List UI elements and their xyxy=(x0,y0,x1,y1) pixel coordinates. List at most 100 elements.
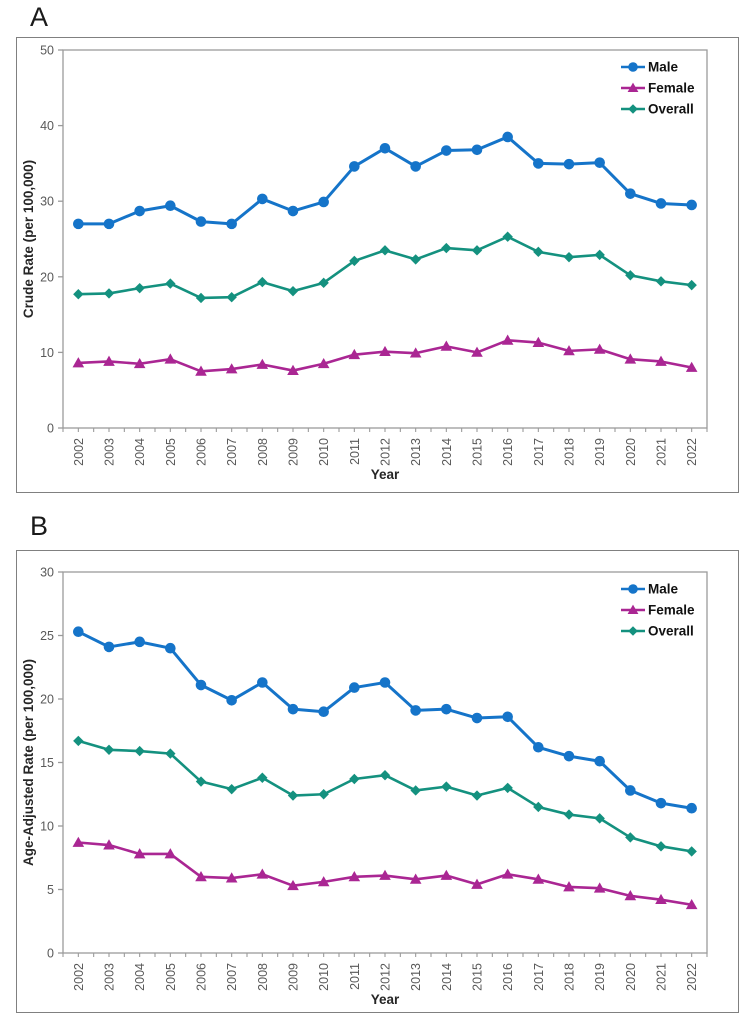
x-tick-label: 2008 xyxy=(256,438,270,466)
triangle-marker xyxy=(685,361,698,372)
legend-label: Female xyxy=(648,603,695,618)
triangle-marker xyxy=(563,881,575,892)
y-axis: 0 5 10 15 20 25 30 xyxy=(40,566,63,961)
x-tick-label: 2018 xyxy=(563,963,577,991)
x-tick-label: 2015 xyxy=(471,438,485,466)
triangle-marker xyxy=(471,878,483,889)
circle-marker xyxy=(625,188,636,199)
y-axis: 0 10 20 30 40 50 xyxy=(40,44,63,436)
triangle-marker xyxy=(195,871,207,882)
circle-marker xyxy=(628,584,638,594)
y-axis-title: Age-Adjusted Rate (per 100,000) xyxy=(21,659,36,866)
circle-marker xyxy=(594,755,605,767)
y-tick-label: 10 xyxy=(40,346,54,360)
x-tick-label: 2020 xyxy=(624,438,638,466)
triangle-marker xyxy=(225,363,238,374)
triangle-marker xyxy=(256,358,269,369)
y-tick-label: 50 xyxy=(40,44,54,58)
diamond-marker xyxy=(287,790,299,801)
triangle-marker xyxy=(103,355,115,366)
triangle-marker xyxy=(440,869,453,880)
triangle-marker xyxy=(72,836,85,847)
legend-item-female: Female xyxy=(621,81,695,96)
diamond-marker xyxy=(287,285,299,297)
axes xyxy=(62,49,708,429)
circle-marker xyxy=(563,750,575,762)
diamond-marker xyxy=(533,246,544,258)
circle-marker xyxy=(257,193,268,205)
series-male xyxy=(73,131,697,230)
circle-marker xyxy=(379,142,391,154)
x-tick-label: 2007 xyxy=(225,963,239,991)
triangle-marker xyxy=(164,353,177,364)
diamond-marker xyxy=(686,846,697,857)
x-tick-label: 2010 xyxy=(317,438,331,466)
diamond-marker xyxy=(195,292,207,304)
circle-marker xyxy=(165,200,176,212)
circle-marker xyxy=(686,802,697,814)
series-overall xyxy=(73,231,697,304)
legend-item-male: Male xyxy=(621,60,679,75)
y-tick-label: 5 xyxy=(47,883,54,897)
series-female xyxy=(72,334,698,376)
x-tick-label: 2015 xyxy=(471,963,485,991)
x-tick-label: 2020 xyxy=(624,963,638,991)
y-tick-label: 30 xyxy=(40,195,54,209)
x-tick-label: 2010 xyxy=(317,963,331,991)
diamond-marker xyxy=(318,277,329,289)
series-male xyxy=(73,626,697,814)
diamond-marker xyxy=(471,245,483,256)
circle-marker xyxy=(103,641,115,653)
triangle-marker xyxy=(593,343,606,354)
x-tick-label: 2022 xyxy=(685,438,699,466)
diamond-marker xyxy=(134,282,145,294)
triangle-marker xyxy=(440,340,453,351)
diamond-marker xyxy=(318,789,329,800)
circle-marker xyxy=(625,785,636,796)
triangle-marker xyxy=(471,346,483,357)
triangle-marker xyxy=(501,868,514,879)
x-axis: 2002 2003 2004 2005 2006 2007 2008 2009 2010 2011… xyxy=(62,428,708,466)
x-tick-label: 2012 xyxy=(379,438,393,466)
triangle-marker xyxy=(72,357,85,368)
y-tick-label: 20 xyxy=(40,693,54,707)
triangle-marker xyxy=(287,879,299,891)
triangle-marker xyxy=(655,355,667,366)
triangle-marker xyxy=(409,347,422,358)
diamond-marker xyxy=(594,813,605,824)
series-overall xyxy=(73,735,697,857)
circle-marker xyxy=(103,218,115,230)
circle-marker xyxy=(195,679,207,691)
y-tick-label: 20 xyxy=(40,270,54,284)
circle-marker xyxy=(502,711,513,723)
legend-label: Male xyxy=(648,582,679,597)
triangle-marker xyxy=(317,357,330,369)
triangle-marker xyxy=(195,365,207,376)
diamond-marker xyxy=(226,292,237,303)
diamond-marker xyxy=(349,773,360,785)
legend-item-female: Female xyxy=(621,603,695,618)
x-tick-label: 2003 xyxy=(103,438,117,466)
circle-marker xyxy=(349,161,360,172)
circle-marker xyxy=(349,682,360,693)
y-tick-label: 0 xyxy=(47,422,54,436)
age-adjusted-rate-line-chart: 0 5 10 15 20 25 30 2002 2003 2004 2005 2006 2007 2008… xyxy=(21,566,708,1007)
diamond-marker xyxy=(165,278,176,289)
legend-label: Overall xyxy=(648,624,694,639)
circle-marker xyxy=(594,157,605,168)
diamond-marker xyxy=(134,745,145,757)
x-axis-title: Year xyxy=(371,992,400,1007)
x-tick-label: 2006 xyxy=(195,438,209,466)
triangle-marker xyxy=(501,334,514,345)
diamond-marker xyxy=(655,276,667,287)
x-tick-label: 2016 xyxy=(501,438,515,466)
circle-marker xyxy=(134,205,145,217)
x-tick-label: 2011 xyxy=(348,963,362,990)
diamond-marker xyxy=(410,254,421,265)
circle-marker xyxy=(318,196,329,208)
x-tick-label: 2003 xyxy=(103,963,117,991)
x-tick-label: 2004 xyxy=(133,438,147,466)
y-tick-label: 0 xyxy=(47,947,54,961)
y-tick-label: 10 xyxy=(40,820,54,834)
diamond-marker xyxy=(73,288,84,300)
